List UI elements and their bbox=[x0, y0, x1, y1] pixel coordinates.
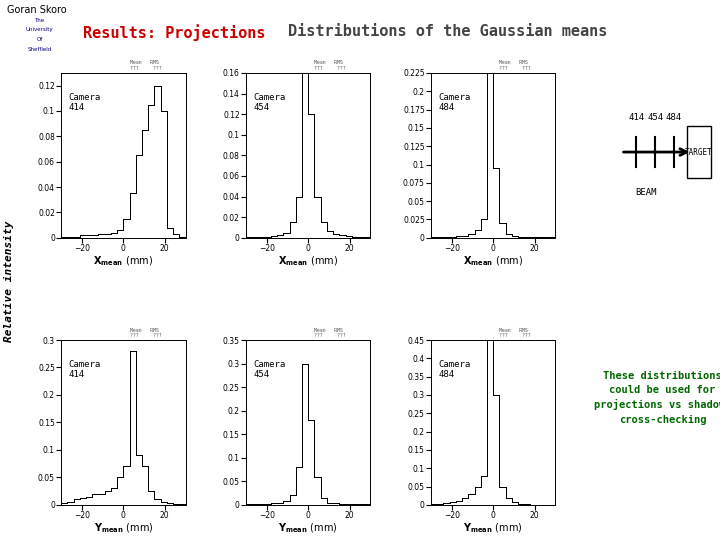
Text: Camera
484: Camera 484 bbox=[438, 360, 471, 379]
Text: The: The bbox=[35, 18, 45, 23]
X-axis label: $\mathbf{Y_{mean}}$ (mm): $\mathbf{Y_{mean}}$ (mm) bbox=[94, 522, 153, 535]
Text: 454: 454 bbox=[647, 113, 663, 123]
X-axis label: $\mathbf{X_{mean}}$ (mm): $\mathbf{X_{mean}}$ (mm) bbox=[463, 254, 523, 268]
Text: Mean   RMS
???     ???: Mean RMS ??? ??? bbox=[500, 60, 531, 71]
Text: Mean   RMS
???     ???: Mean RMS ??? ??? bbox=[315, 60, 346, 71]
Text: Of: Of bbox=[37, 37, 42, 42]
X-axis label: $\mathbf{X_{mean}}$ (mm): $\mathbf{X_{mean}}$ (mm) bbox=[94, 254, 153, 268]
Text: These distributions
could be used for
projections vs shadows
cross-checking: These distributions could be used for pr… bbox=[594, 371, 720, 424]
X-axis label: $\mathbf{Y_{mean}}$ (mm): $\mathbf{Y_{mean}}$ (mm) bbox=[464, 522, 523, 535]
Text: Results: Projections: Results: Projections bbox=[83, 24, 265, 41]
Text: Mean   RMS
???     ???: Mean RMS ??? ??? bbox=[130, 328, 161, 339]
X-axis label: $\mathbf{X_{mean}}$ (mm): $\mathbf{X_{mean}}$ (mm) bbox=[279, 254, 338, 268]
Text: Mean   RMS
???     ???: Mean RMS ??? ??? bbox=[500, 328, 531, 339]
Text: Mean   RMS
???     ???: Mean RMS ??? ??? bbox=[315, 328, 346, 339]
Text: Camera
414: Camera 414 bbox=[68, 360, 101, 379]
Text: Camera
414: Camera 414 bbox=[68, 93, 101, 112]
Text: Camera
484: Camera 484 bbox=[438, 93, 471, 112]
Text: Sheffield: Sheffield bbox=[27, 47, 52, 52]
Text: University: University bbox=[26, 28, 53, 32]
FancyBboxPatch shape bbox=[687, 126, 711, 178]
Text: 484: 484 bbox=[666, 113, 682, 123]
Text: Distributions of the Gaussian means: Distributions of the Gaussian means bbox=[288, 24, 608, 39]
Text: Mean   RMS
???     ???: Mean RMS ??? ??? bbox=[130, 60, 161, 71]
Text: Camera
454: Camera 454 bbox=[253, 360, 286, 379]
Text: 414: 414 bbox=[629, 113, 644, 123]
X-axis label: $\mathbf{Y_{mean}}$ (mm): $\mathbf{Y_{mean}}$ (mm) bbox=[279, 522, 338, 535]
Text: BEAM: BEAM bbox=[635, 188, 657, 197]
Text: TARGET: TARGET bbox=[685, 147, 713, 157]
Text: Camera
454: Camera 454 bbox=[253, 93, 286, 112]
Text: Relative intensity: Relative intensity bbox=[4, 220, 14, 342]
Text: Goran Skoro: Goran Skoro bbox=[7, 5, 67, 16]
